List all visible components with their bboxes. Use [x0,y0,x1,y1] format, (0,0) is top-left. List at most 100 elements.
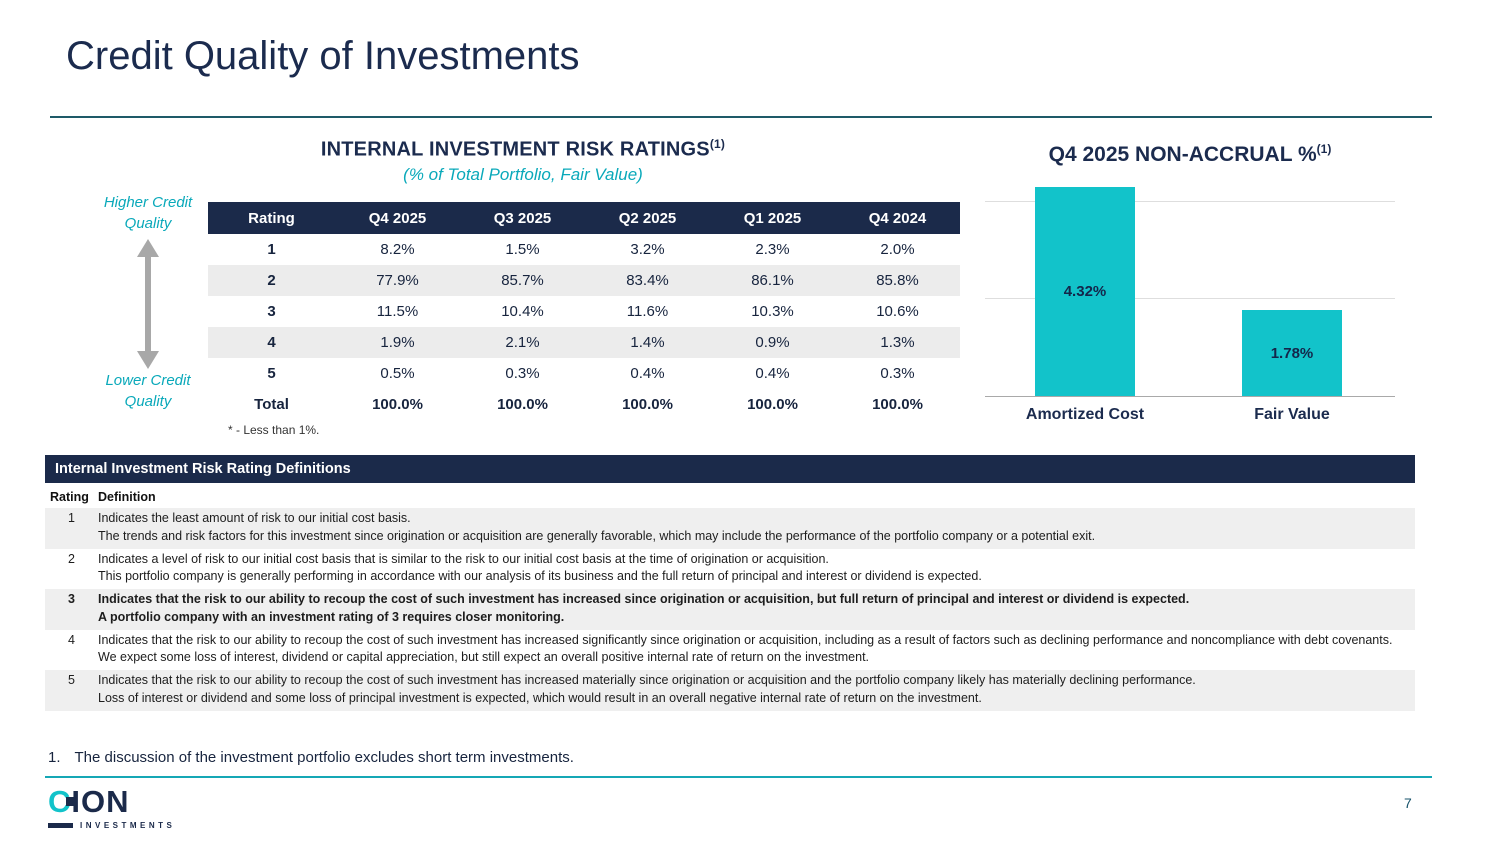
definition-row-2: 2 Indicates a level of risk to our initi… [45,549,1415,590]
definition-row-5: 5 Indicates that the risk to our ability… [45,670,1415,711]
definition-line: A portfolio company with an investment r… [98,609,565,624]
value-cell: 86.1% [710,265,835,296]
column-header-rating: Rating [50,490,89,504]
definition-rating: 5 [68,673,75,687]
definition-line: This portfolio company is generally perf… [98,569,982,584]
definition-text: Indicates that the risk to our ability t… [98,632,1415,668]
value-cell: 2.3% [755,241,790,258]
value-cell: 10.6% [876,303,919,320]
footer-divider [45,776,1432,778]
page-number: 7 [1404,795,1412,811]
table-row-total: Total 100.0% 100.0% 100.0% 100.0% 100.0% [208,389,960,420]
ratings-title-footnote-marker: (1) [709,137,726,151]
definition-row-4: 4 Indicates that the risk to our ability… [45,630,1415,671]
definition-line: We expect some loss of interest, dividen… [98,650,870,665]
value-cell: 2.0% [880,241,915,258]
logo-c-glyph: C [48,784,72,819]
value-cell: 1.3% [835,327,960,358]
page-title: Credit Quality of Investments [66,34,580,78]
chart-gridline [985,298,1395,299]
logo-ion-text: ION [71,784,130,819]
rating-cell: 2 [208,265,335,296]
table-row-rating-4: 4 1.9% 2.1% 1.4% 0.9% 1.3% [208,327,960,358]
total-value-cell: 100.0% [872,396,923,413]
definition-rating: 1 [68,511,75,525]
definition-line: Indicates a level of risk to our initial… [98,551,829,566]
total-label-cell: Total [254,396,289,413]
total-value-cell: 100.0% [747,396,798,413]
rating-cell: 4 [208,327,335,358]
value-cell: 11.5% [376,303,419,320]
logo-square-icon [66,797,75,806]
value-cell: 3.2% [630,241,665,258]
total-value-cell: 100.0% [622,396,673,413]
non-accrual-bar-chart: 4.32% 1.78% [985,184,1395,397]
higher-credit-quality-label: Higher Credit Quality [103,194,193,232]
value-cell: 1.5% [505,241,540,258]
footnote-text: The discussion of the investment portfol… [74,749,574,766]
cion-logo-wordmark: CION [48,786,175,817]
value-cell: 85.8% [835,265,960,296]
definitions-section: Internal Investment Risk Rating Definiti… [45,455,1415,711]
bar-amortized-cost: 4.32% [1035,187,1135,396]
definition-text: Indicates a level of risk to our initial… [98,551,1415,587]
value-cell: 0.3% [880,365,915,382]
ratings-title: INTERNAL INVESTMENT RISK RATINGS(1) [208,137,838,162]
logo-bar-icon [48,823,73,828]
slide-footnote: 1. The discussion of the investment portf… [48,749,574,766]
table-header-row: Rating Q4 2025 Q3 2025 Q2 2025 Q1 2025 Q… [208,202,960,234]
less-than-note: * - Less than 1%. [228,423,320,437]
definition-line: Indicates that the risk to our ability t… [98,632,1393,647]
non-accrual-chart-title: Q4 2025 NON-ACCRUAL %(1) [975,142,1405,167]
logo-investments-text: INVESTMENTS [80,821,176,830]
header-rating: Rating [208,202,335,234]
non-accrual-title-footnote-marker: (1) [1316,142,1332,156]
value-cell: 77.9% [335,265,460,296]
x-axis-label-amortized-cost: Amortized Cost [1025,406,1145,423]
value-cell: 0.5% [380,365,415,382]
header-q4-2025: Q4 2025 [335,202,460,234]
definition-line: Indicates that the risk to our ability t… [98,673,1196,687]
definition-text: Indicates that the risk to our ability t… [98,591,1415,627]
header-q2-2025: Q2 2025 [585,202,710,234]
definition-line: Loss of interest or dividend and some lo… [98,690,982,705]
ratings-section-header: INTERNAL INVESTMENT RISK RATINGS(1) (% o… [208,137,838,185]
x-axis-label-fair-value: Fair Value [1254,406,1330,423]
value-cell: 10.4% [501,303,544,320]
ratings-subtitle: (% of Total Portfolio, Fair Value) [403,164,643,184]
column-header-definition: Definition [98,490,156,504]
value-cell: 83.4% [585,265,710,296]
table-row-rating-3: 3 11.5% 10.4% 11.6% 10.3% 10.6% [208,296,960,327]
table-row-rating-1: 1 8.2% 1.5% 3.2% 2.3% 2.0% [208,234,960,265]
value-cell: 11.6% [626,303,669,320]
header-q1-2025: Q1 2025 [710,202,835,234]
definition-line: Indicates the least amount of risk to ou… [98,511,411,525]
bar-value-label: 4.32% [1063,283,1107,300]
header-q3-2025: Q3 2025 [460,202,585,234]
footnote-number: 1. [48,749,61,766]
value-cell: 0.4% [755,365,790,382]
value-cell: 0.4% [630,365,665,382]
rating-cell: 5 [267,365,276,382]
bar-fair-value: 1.78% [1242,310,1342,396]
value-cell: 85.7% [460,265,585,296]
cion-logo-subline: INVESTMENTS [48,821,175,830]
definition-line: Indicates that the risk to our ability t… [98,592,1190,606]
rating-cell: 1 [267,241,276,258]
lower-credit-quality-label: Lower Credit Quality [105,372,191,410]
table-row-rating-5: 5 0.5% 0.3% 0.4% 0.4% 0.3% [208,358,960,389]
definition-line: The trends and risk factors for this inv… [98,528,1096,543]
value-cell: 1.9% [335,327,460,358]
value-cell: 2.1% [460,327,585,358]
title-divider [50,116,1432,118]
chart-gridline [985,201,1395,202]
ratings-title-text: INTERNAL INVESTMENT RISK RATINGS [320,138,710,161]
header-q4-2024: Q4 2024 [835,202,960,234]
credit-quality-arrow-icon [135,239,161,369]
definition-rating: 3 [68,592,75,606]
non-accrual-title-text: Q4 2025 NON-ACCRUAL % [1048,143,1317,166]
value-cell: 8.2% [380,241,415,258]
total-value-cell: 100.0% [372,396,423,413]
definition-rating: 2 [68,551,75,566]
